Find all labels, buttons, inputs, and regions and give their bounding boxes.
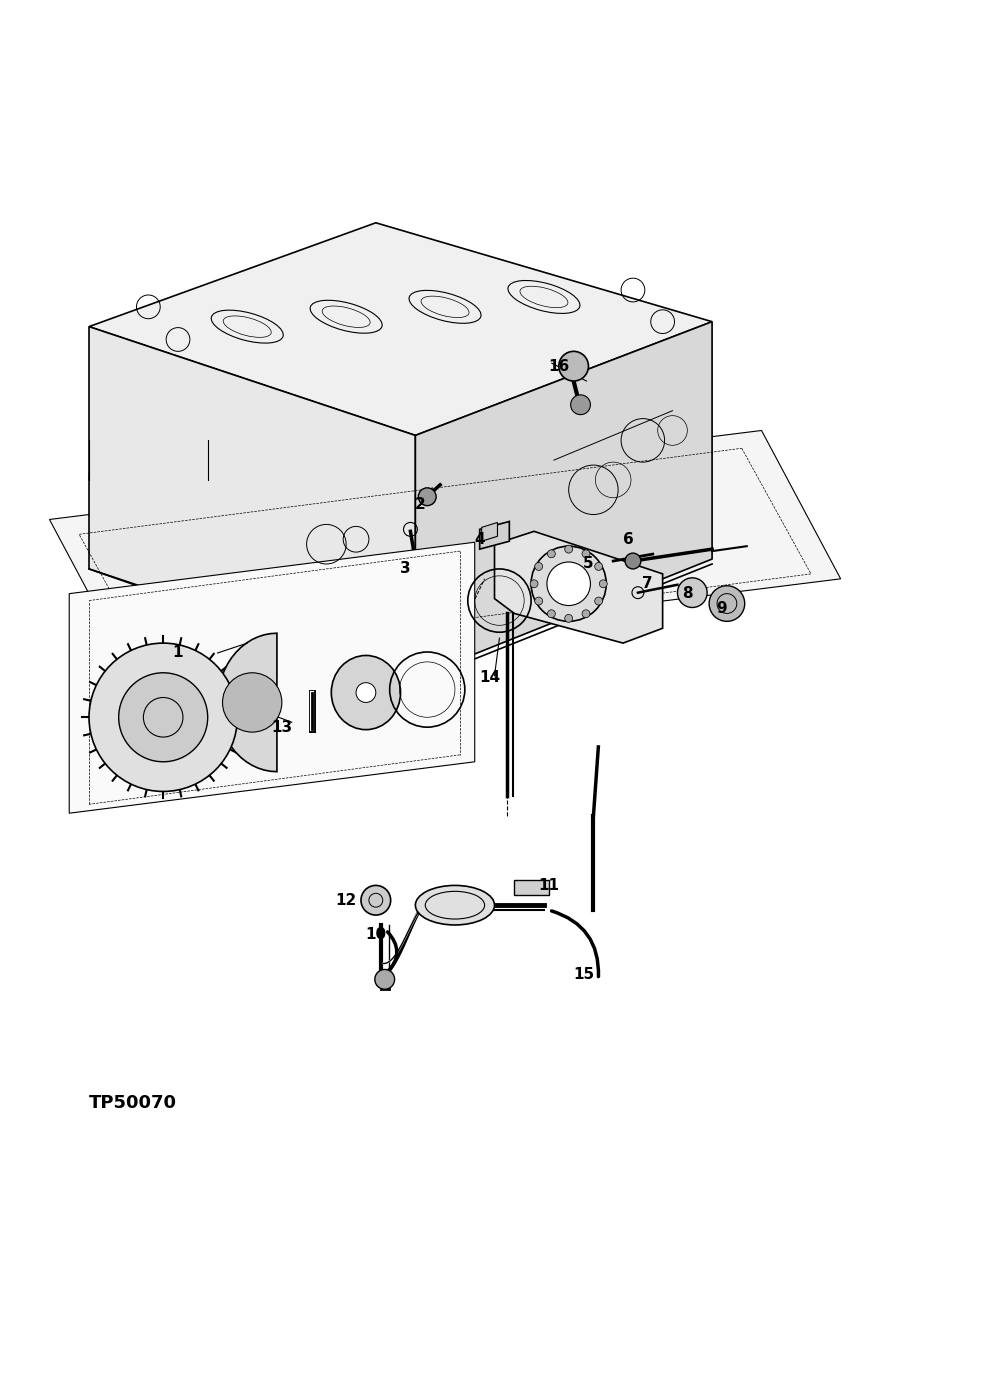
Circle shape: [677, 578, 707, 607]
Circle shape: [361, 886, 391, 915]
FancyBboxPatch shape: [277, 502, 336, 541]
Circle shape: [565, 614, 573, 622]
Ellipse shape: [331, 656, 401, 730]
Circle shape: [582, 610, 589, 618]
Circle shape: [559, 352, 588, 381]
Polygon shape: [494, 531, 663, 643]
Text: 2: 2: [415, 497, 425, 512]
Polygon shape: [69, 543, 475, 813]
FancyBboxPatch shape: [138, 492, 227, 551]
Circle shape: [625, 552, 641, 569]
Circle shape: [89, 643, 237, 791]
Text: 9: 9: [717, 601, 727, 617]
Circle shape: [571, 395, 590, 414]
Text: TP50070: TP50070: [89, 1094, 177, 1112]
Text: 14: 14: [479, 670, 500, 685]
Circle shape: [599, 580, 607, 587]
Polygon shape: [415, 322, 712, 678]
Text: 15: 15: [573, 967, 594, 982]
Circle shape: [535, 562, 543, 571]
Circle shape: [547, 562, 590, 605]
Polygon shape: [482, 523, 497, 541]
Circle shape: [565, 545, 573, 552]
Text: 3: 3: [401, 561, 410, 576]
Text: 11: 11: [538, 877, 560, 893]
Text: 5: 5: [584, 557, 593, 572]
Polygon shape: [89, 223, 712, 435]
Circle shape: [547, 610, 556, 618]
Circle shape: [709, 586, 745, 621]
Circle shape: [375, 970, 395, 989]
Text: 10: 10: [365, 928, 387, 943]
Text: 13: 13: [271, 720, 293, 735]
Text: 16: 16: [548, 359, 570, 374]
Ellipse shape: [415, 886, 494, 925]
Circle shape: [594, 597, 602, 605]
Circle shape: [535, 597, 543, 605]
Polygon shape: [514, 880, 549, 896]
Circle shape: [119, 672, 208, 762]
Polygon shape: [49, 431, 841, 668]
Circle shape: [418, 488, 436, 505]
Polygon shape: [480, 522, 509, 550]
Text: 4: 4: [475, 531, 485, 547]
Circle shape: [223, 672, 282, 732]
Text: 6: 6: [623, 531, 633, 547]
Circle shape: [594, 562, 602, 571]
Circle shape: [548, 550, 556, 558]
Circle shape: [356, 682, 376, 703]
Text: 8: 8: [682, 586, 692, 601]
Circle shape: [531, 547, 606, 621]
Circle shape: [530, 580, 538, 587]
Text: 7: 7: [643, 576, 653, 591]
Polygon shape: [89, 326, 415, 678]
Circle shape: [582, 550, 589, 558]
Text: 12: 12: [335, 893, 357, 908]
Text: 1: 1: [173, 646, 183, 660]
Polygon shape: [218, 633, 277, 771]
